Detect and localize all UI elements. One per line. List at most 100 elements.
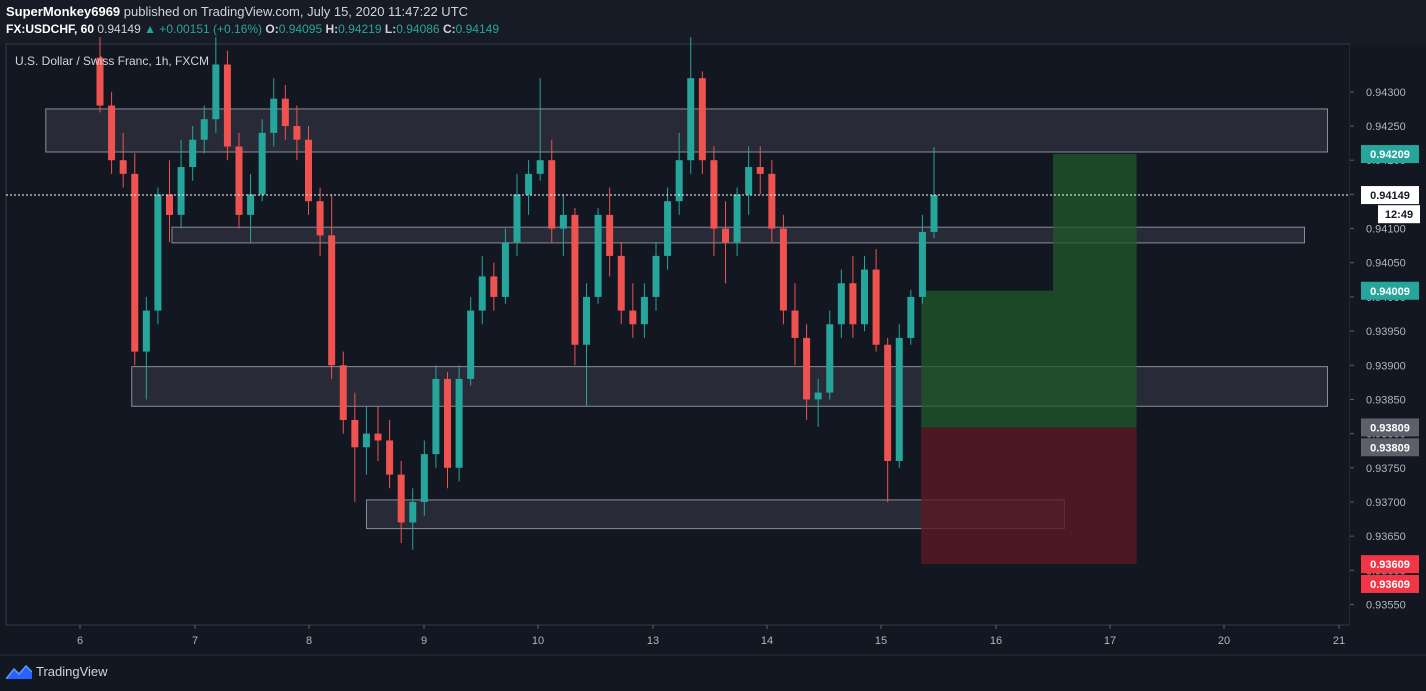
price-label: 0.93809 [1361, 418, 1419, 437]
candle-body [258, 132, 266, 195]
candle-body [235, 146, 243, 215]
candle-body [837, 283, 845, 325]
candle [768, 160, 776, 243]
candle [409, 488, 417, 550]
candle-body [629, 310, 637, 325]
candle-body [791, 310, 799, 338]
candle-body [849, 283, 857, 325]
candle-body [200, 119, 208, 140]
candle [930, 147, 938, 239]
candle-body [733, 194, 741, 243]
candle [270, 78, 278, 147]
candle [444, 372, 451, 489]
candle [617, 242, 625, 325]
candle-body [583, 296, 590, 345]
candle [328, 194, 336, 379]
candle-body [397, 474, 405, 523]
candle [235, 132, 243, 229]
price-chart[interactable]: 0.943000.942500.942000.941500.941000.940… [0, 0, 1426, 656]
x-tick-label: 6 [77, 635, 83, 647]
candle-body [154, 194, 162, 311]
x-tick-label: 13 [647, 635, 659, 647]
candle-body [930, 195, 938, 232]
position-target-zone-2[interactable] [1053, 154, 1137, 291]
tradingview-brand[interactable]: TradingView [6, 664, 108, 679]
symbol-name[interactable]: FX:USDCHF, 60 [6, 22, 95, 36]
candle [154, 187, 162, 325]
candle [640, 283, 648, 338]
x-axis-panel[interactable] [0, 625, 1426, 656]
y-axis-panel[interactable] [1350, 44, 1426, 625]
tradingview-logo-icon [6, 664, 32, 679]
candle-body [536, 160, 544, 174]
candle-body [918, 231, 926, 297]
candle-body [525, 173, 533, 195]
candle [490, 262, 498, 311]
candle [316, 187, 324, 256]
candle [478, 255, 486, 325]
price-label-text: 0.93809 [1370, 442, 1410, 454]
candle-body [559, 214, 567, 229]
brand-name: TradingView [36, 664, 108, 679]
candle [548, 139, 556, 243]
candle-body [131, 173, 139, 352]
candle-body [779, 228, 787, 311]
candle-body [142, 310, 150, 352]
price-label-text: 0.94009 [1370, 286, 1410, 298]
candle-body [675, 160, 683, 202]
price-label: 0.93809 [1361, 438, 1419, 457]
y-tick-label: 0.93700 [1366, 497, 1406, 509]
candle [386, 419, 394, 489]
position-target-zone-1[interactable] [921, 290, 1137, 428]
price-label: 0.94009 [1361, 281, 1419, 300]
high-value: 0.94219 [338, 22, 382, 36]
candle [861, 255, 868, 332]
candle-body [177, 167, 185, 215]
high-label: H: [325, 22, 339, 36]
x-tick-label: 7 [192, 635, 198, 647]
candle-body [698, 78, 706, 161]
x-tick-label: 9 [421, 635, 427, 647]
candle [397, 460, 405, 543]
candle [895, 324, 903, 468]
candle-body [513, 194, 521, 243]
price-label-bg [1361, 438, 1419, 457]
publish-info: SuperMonkey6969 published on TradingView… [6, 4, 468, 19]
candle [918, 214, 926, 304]
candle-body [432, 378, 440, 455]
y-tick-label: 0.93950 [1366, 326, 1406, 338]
candle-body [362, 433, 370, 448]
zone-support[interactable] [131, 366, 1328, 407]
price-label-text: 12:49 [1385, 209, 1413, 221]
zone-resistance[interactable] [45, 108, 1328, 153]
candle-body [861, 269, 868, 325]
position-stop-zone[interactable] [921, 427, 1137, 565]
candle [872, 249, 880, 352]
candle-body [96, 57, 104, 106]
candle-body [386, 440, 394, 475]
x-tick-label: 16 [990, 635, 1002, 647]
publisher-name[interactable]: SuperMonkey6969 [6, 4, 121, 19]
last-price: 0.94149 [97, 22, 141, 36]
price-label-text: 0.93809 [1370, 422, 1410, 434]
candle [826, 310, 834, 400]
candle [525, 160, 533, 215]
candle [96, 37, 104, 113]
candle [166, 160, 173, 243]
y-tick-label: 0.93900 [1366, 360, 1406, 372]
candle-body [212, 64, 220, 120]
candle [629, 283, 637, 338]
candle-body [108, 105, 116, 161]
candle [756, 146, 764, 195]
candle [907, 290, 915, 345]
low-label: L: [384, 22, 397, 36]
candle [536, 78, 544, 181]
y-tick-label: 0.93650 [1366, 531, 1406, 543]
candle-body [548, 160, 556, 229]
footer [0, 656, 1426, 691]
price-label-bg [1361, 555, 1419, 574]
candle-body [617, 255, 625, 311]
candle [142, 296, 150, 400]
candle [687, 37, 695, 174]
candle-body [444, 378, 451, 468]
